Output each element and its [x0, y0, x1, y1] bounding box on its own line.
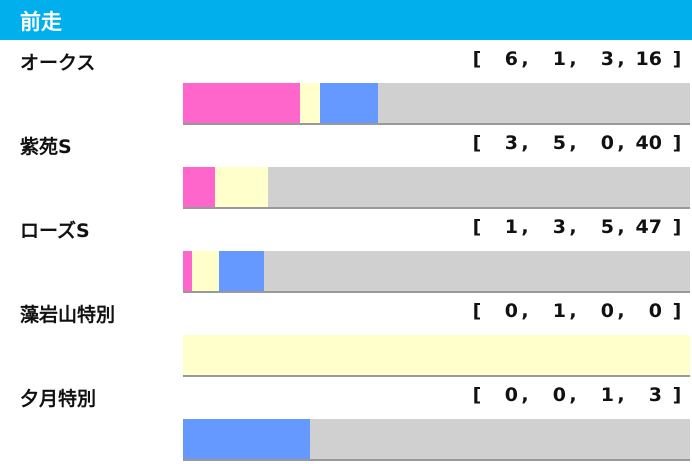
bar-segment [264, 251, 690, 291]
bar-segment [214, 167, 268, 207]
bar-segment [183, 419, 310, 459]
result-counts: [0, 0, 1, 3] [472, 384, 682, 406]
count-value: 0 [504, 300, 518, 322]
count-value: 3 [648, 384, 662, 406]
category-label: 藻岩山特別 [20, 304, 116, 326]
result-counts: [3, 5, 0, 40] [472, 132, 682, 154]
stacked-bar [183, 251, 690, 293]
count-value: 0 [648, 300, 662, 322]
bar-segment [319, 83, 378, 123]
count-value: 3 [600, 48, 614, 70]
count-value: 16 [635, 48, 662, 70]
bar-segment [183, 335, 690, 375]
count-value: 1 [504, 216, 518, 238]
category-label: 夕月特別 [20, 388, 97, 410]
bar-segment [183, 83, 300, 123]
count-value: 47 [635, 216, 662, 238]
stacked-bar [183, 167, 690, 209]
stacked-bar [183, 335, 690, 377]
stacked-bar [183, 419, 690, 461]
category-label: 紫苑S [20, 136, 72, 158]
header: 前走 [0, 0, 692, 40]
category-label: オークス [20, 52, 96, 74]
count-value: 5 [600, 216, 614, 238]
bar-segment [219, 251, 265, 291]
header-title: 前走 [20, 10, 62, 34]
count-value: 0 [600, 300, 614, 322]
count-value: 0 [504, 384, 518, 406]
count-value: 1 [600, 384, 614, 406]
count-value: 3 [552, 216, 566, 238]
count-value: 1 [552, 48, 566, 70]
result-counts: [1, 3, 5, 47] [472, 216, 682, 238]
bar-segment [183, 251, 193, 291]
count-value: 1 [552, 300, 566, 322]
result-counts: [6, 1, 3, 16] [472, 48, 682, 70]
count-value: 5 [552, 132, 566, 154]
bar-segment [309, 419, 690, 459]
count-value: 0 [552, 384, 566, 406]
bar-segment [267, 167, 690, 207]
bar-segment [300, 83, 320, 123]
count-value: 40 [635, 132, 662, 154]
stacked-bar [183, 83, 690, 125]
bar-segment [378, 83, 690, 123]
count-value: 3 [504, 132, 518, 154]
category-label: ローズS [20, 220, 90, 242]
bar-segment [192, 251, 220, 291]
bar-segment [183, 167, 215, 207]
result-counts: [0, 1, 0, 0] [472, 300, 682, 322]
count-value: 6 [504, 48, 518, 70]
count-value: 0 [600, 132, 614, 154]
